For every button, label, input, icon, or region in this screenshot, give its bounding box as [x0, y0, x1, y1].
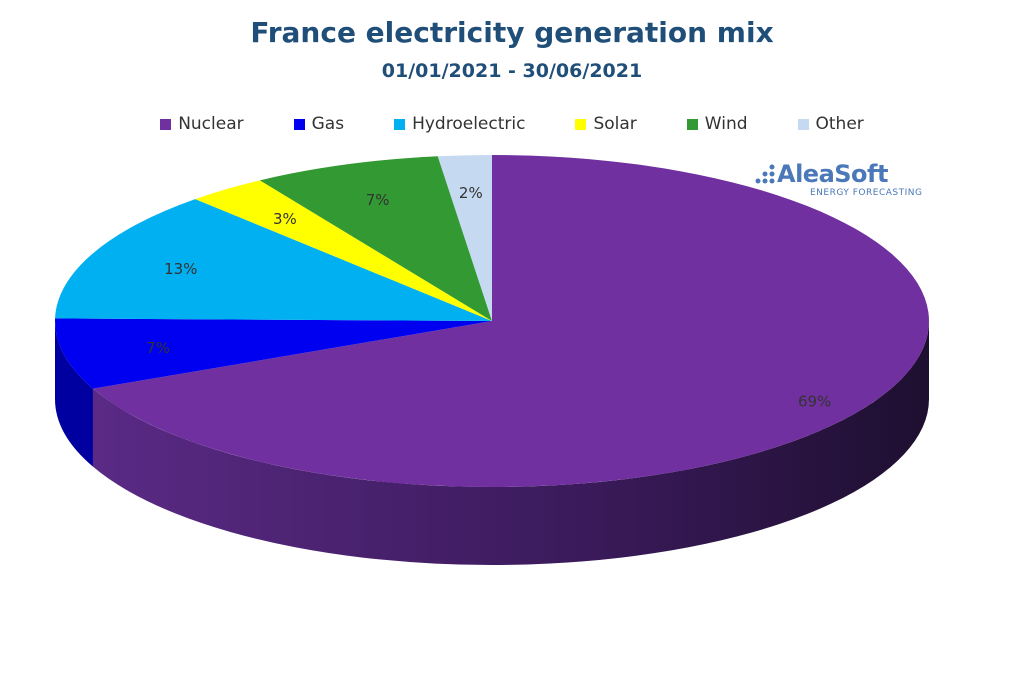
pie-slice-hydroelectric [55, 199, 492, 321]
legend-label: Gas [311, 114, 345, 134]
legend-label: Hydroelectric [412, 114, 526, 134]
legend-label: Other [815, 114, 864, 134]
legend-swatch [394, 118, 406, 130]
logo-name: AleaSoft [777, 160, 888, 188]
legend-swatch [797, 118, 809, 130]
pie-slice-wind [259, 156, 492, 321]
data-label-other: 2% [459, 184, 483, 202]
legend-item-other: Other [797, 114, 864, 134]
data-label-solar: 3% [273, 210, 297, 228]
legend-item-solar: Solar [575, 114, 637, 134]
legend-swatch [686, 118, 698, 130]
logo-dots-icon [755, 164, 775, 184]
data-label-nuclear: 69% [798, 392, 831, 410]
legend-label: Wind [704, 114, 748, 134]
chart-legend: Nuclear Gas Hydroelectric Solar Wind Other [0, 114, 1024, 134]
data-label-wind: 7% [366, 191, 390, 209]
legend-item-gas: Gas [293, 114, 345, 134]
legend-item-nuclear: Nuclear [160, 114, 244, 134]
legend-swatch [160, 118, 172, 130]
legend-swatch [575, 118, 587, 130]
legend-item-wind: Wind [686, 114, 748, 134]
legend-label: Nuclear [178, 114, 244, 134]
legend-swatch [293, 118, 305, 130]
data-label-hydroelectric: 13% [164, 260, 197, 278]
chart-title: France electricity generation mix [250, 16, 774, 49]
legend-item-hydroelectric: Hydroelectric [394, 114, 525, 134]
logo-tagline: ENERGY FORECASTING [810, 188, 923, 198]
pie-slice-other [437, 155, 492, 321]
pie-side-gas [54, 321, 93, 467]
pie-side-nuclear [92, 321, 929, 565]
chart-subtitle: 01/01/2021 - 30/06/2021 [381, 60, 643, 82]
pie-slice-nuclear [92, 155, 930, 487]
legend-label: Solar [593, 114, 637, 134]
pie-slice-solar [195, 180, 493, 321]
data-label-gas: 7% [146, 339, 170, 357]
pie-slice-gas [55, 318, 492, 389]
